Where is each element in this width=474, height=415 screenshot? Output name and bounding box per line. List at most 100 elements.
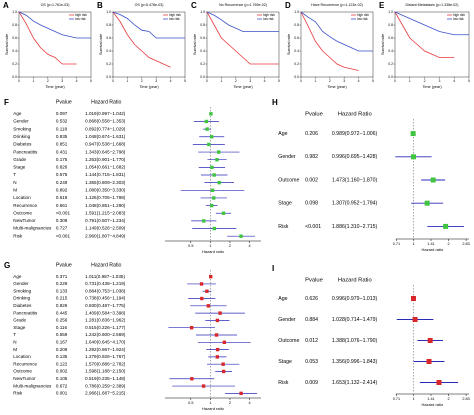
row-name: Location	[13, 354, 31, 359]
hazard-ratio: 1.048(0.674−1.631)	[85, 134, 126, 139]
hazard-box	[221, 362, 225, 366]
p-value: 0.884	[305, 317, 318, 323]
hazard-box	[430, 177, 436, 183]
p-value: 0.167	[56, 340, 68, 345]
hazard-box	[207, 142, 211, 147]
hazard-box	[436, 380, 442, 385]
p-value: 0.105	[56, 376, 68, 381]
x-tick-label: 1	[314, 79, 316, 83]
row-name: Risk	[13, 233, 23, 238]
hazard-box	[426, 359, 432, 364]
hazard-ratio: 1.292(0.867−1.924)	[85, 347, 126, 352]
hazard-box	[410, 296, 416, 301]
hazard-box	[221, 211, 226, 215]
y-tick-label: 0.4	[106, 49, 111, 53]
hazard-box	[205, 289, 209, 293]
x-tick-label: 2	[235, 79, 237, 83]
hazard-ratio: 0.515(0.226−1.177)	[85, 325, 126, 330]
legend-label: low risk	[75, 17, 86, 21]
row-name: Recurrence	[13, 203, 37, 208]
column-header: Hazard Ratio	[338, 112, 372, 118]
hazard-box	[209, 112, 213, 116]
survival-curve	[18, 11, 77, 65]
hazard-ratio: 1.653(1.132−2.414)	[332, 380, 378, 386]
p-value: 0.851	[56, 142, 68, 147]
panel-label: I	[272, 264, 274, 273]
column-header: Hazard Ratio	[91, 99, 121, 105]
row-name: Outcome	[278, 338, 299, 344]
panel-label: C	[191, 1, 197, 10]
hazard-ratio: 1.356(0.996−1.843)	[332, 359, 378, 365]
x-axis-label: Hazard ratio	[421, 247, 444, 252]
p-value: 0.215	[56, 296, 68, 301]
p-value: 0.672	[56, 383, 68, 388]
x-tick-label: 5	[468, 79, 470, 83]
hazard-ratio: 1.598(1.188−2.150)	[85, 369, 126, 374]
x-tick-label: 1	[209, 244, 211, 248]
row-name: Outcome	[278, 177, 299, 183]
hazard-ratio: 0.884(0.753−1.038)	[85, 288, 126, 293]
y-tick-label: 0.4	[294, 49, 299, 53]
p-value: 0.309	[56, 218, 68, 223]
p-value: 0.001	[56, 391, 68, 396]
y-tick-label: 0.8	[294, 23, 299, 27]
p-value: 0.209	[56, 347, 68, 352]
hazard-box	[201, 384, 206, 388]
y-tick-label: 0.4	[200, 49, 205, 53]
hazard-ratio: 1.242(0.600−2.569)	[85, 332, 126, 337]
p-value: <0.001	[56, 210, 71, 215]
row-name: M	[13, 347, 17, 352]
hazard-box	[212, 196, 216, 200]
legend-label: low risk	[263, 17, 274, 21]
hazard-ratio: 1.149(0.526−2.509)	[85, 226, 126, 231]
hazard-ratio: 1.640(0.645−4.170)	[85, 340, 126, 345]
p-value: 0.206	[305, 131, 318, 137]
p-value: 0.012	[305, 338, 318, 344]
hazard-ratio: 1.343(0.645−2.798)	[85, 149, 126, 154]
row-name: Age	[13, 111, 22, 116]
p-value: 0.097	[56, 111, 68, 116]
row-name: Age	[278, 131, 287, 137]
hazard-ratio: 0.519(0.235−1.148)	[85, 376, 126, 381]
hazard-box	[212, 173, 216, 177]
p-value: 0.575	[56, 172, 68, 177]
y-tick-label: 0.2	[388, 62, 393, 66]
hazard-box	[239, 391, 243, 396]
y-tick-label: 0.2	[200, 62, 205, 66]
x-tick-label: 2	[448, 242, 450, 246]
plot-frame	[206, 11, 280, 78]
p-value: 0.835	[56, 134, 68, 139]
hazard-ratio: 1.263(0.901−1.770)	[85, 157, 126, 162]
p-value: 0.559	[56, 332, 68, 337]
y-tick-label: 1.0	[388, 10, 393, 14]
row-name: Pancreatitis	[13, 310, 38, 315]
p-value: 0.256	[56, 318, 68, 323]
row-name: Drinking	[13, 134, 30, 139]
panel-label: B	[97, 1, 103, 10]
row-name: T	[13, 332, 16, 337]
p-value: 0.053	[305, 359, 318, 365]
x-tick-label: 1	[126, 79, 128, 83]
p-value: 0.122	[56, 361, 68, 366]
y-tick-label: 1.0	[294, 10, 299, 14]
x-tick-label: 2	[47, 79, 49, 83]
hazard-ratio: 1.307(0.952−1.794)	[332, 201, 378, 207]
p-value: 0.135	[56, 354, 68, 359]
column-header: Hazard Ratio	[338, 278, 372, 284]
hazard-box	[443, 223, 449, 229]
p-value: 0.431	[56, 149, 68, 154]
x-tick-label: 2	[424, 79, 426, 83]
hazard-ratio: 0.892(0.774−1.029)	[85, 126, 126, 131]
x-tick-label: 3	[155, 79, 157, 83]
survival-curve	[394, 11, 455, 58]
x-tick-label: 4	[264, 79, 266, 83]
x-tick-label: 0.5	[188, 401, 193, 405]
hazard-ratio: 1.019(0.997−1.042)	[85, 111, 126, 116]
p-value: 0.371	[56, 274, 68, 279]
row-name: Diabetes	[13, 303, 32, 308]
y-tick-label: 0.6	[200, 36, 205, 40]
hazard-box	[215, 158, 219, 162]
p-value: 0.098	[305, 201, 318, 207]
hazard-box	[410, 131, 416, 137]
hazard-box	[200, 296, 204, 301]
